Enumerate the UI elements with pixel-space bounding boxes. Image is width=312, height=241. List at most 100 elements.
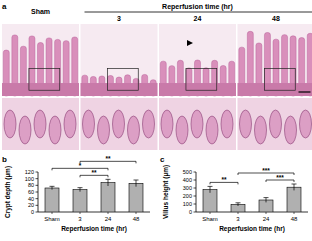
panel-label: b — [2, 155, 7, 164]
panel-label: c — [160, 155, 165, 164]
x-tick-label: 24 — [105, 216, 112, 222]
error-stem — [210, 186, 211, 192]
x-axis-title: Reperfusion time (hr) — [61, 225, 127, 233]
error-cap — [264, 197, 269, 198]
significance-label: *** — [262, 167, 270, 174]
significance: ** — [80, 169, 108, 178]
arrowhead — [187, 40, 193, 46]
error-bar — [236, 203, 241, 206]
plot-area — [203, 184, 301, 212]
crypt — [191, 110, 203, 138]
y-tick-label: 100 — [25, 176, 34, 182]
error-bar — [208, 186, 213, 192]
column-label: Sham — [31, 8, 50, 15]
error-stem — [108, 179, 109, 186]
crypt — [285, 116, 297, 144]
y-tick-label: 0 — [31, 209, 34, 215]
significance-label: ** — [105, 155, 111, 162]
bar — [73, 190, 87, 212]
micrograph — [238, 24, 312, 96]
y-tick — [36, 212, 39, 213]
x-tick — [238, 212, 239, 214]
inset-box — [29, 69, 60, 91]
crypt — [300, 110, 312, 138]
error-bar — [264, 198, 269, 203]
panel-label: a — [2, 2, 7, 11]
crypt — [255, 116, 267, 144]
column-label: 3 — [117, 15, 121, 22]
mucosa-base — [238, 83, 312, 96]
crypt — [221, 110, 233, 138]
y-tick-label: 500 — [183, 169, 192, 175]
significance-label: ** — [221, 176, 227, 183]
crypt — [113, 110, 125, 138]
y-tick — [194, 172, 197, 173]
crypt — [206, 116, 218, 144]
x-tick — [266, 212, 267, 214]
error-cap — [208, 186, 213, 187]
error-bar — [134, 180, 139, 187]
scale-bar — [299, 91, 311, 92]
error-cap — [106, 179, 111, 180]
x-axis-title: Reperfusion time (hr) — [219, 225, 285, 233]
x-tick-label: 3 — [78, 216, 82, 222]
error-stem — [294, 184, 295, 190]
micrograph-zoom — [159, 98, 236, 150]
y-tick — [36, 205, 39, 206]
error-bar — [292, 184, 297, 190]
bar — [129, 183, 143, 212]
error-bar — [106, 179, 111, 186]
y-tick-label: 200 — [183, 193, 192, 199]
crypt — [83, 110, 95, 138]
y-tick — [36, 192, 39, 193]
crypt — [128, 116, 140, 144]
y-tick — [194, 204, 197, 205]
y-axis-title: Crypt depth (µm) — [4, 166, 12, 218]
y-tick-label: 120 — [25, 169, 34, 175]
figure: a Sham 3 24 48 Reperfusion time (hr) b Crypt de… — [0, 0, 312, 241]
bar — [45, 188, 59, 212]
mucosa-base — [81, 83, 158, 96]
x-tick — [210, 212, 211, 214]
x-tick-label: 48 — [291, 216, 298, 222]
bar — [287, 187, 301, 212]
x-tick-label: Sham — [202, 216, 218, 222]
y-tick-label: 40 — [28, 196, 34, 202]
error-stem — [80, 188, 81, 192]
significance: ** — [210, 176, 238, 185]
y-tick — [194, 188, 197, 189]
crypt — [270, 110, 282, 138]
micrograph-zoom — [2, 98, 79, 150]
group-line — [85, 12, 312, 13]
error-cap — [134, 180, 139, 181]
y-tick-label: 0 — [189, 209, 192, 215]
crypt — [240, 110, 252, 138]
y-axis-title: Villus height (µm) — [162, 165, 170, 219]
significance-label: *** — [276, 174, 284, 181]
y-tick-label: 300 — [183, 185, 192, 191]
y-tick — [194, 180, 197, 181]
crypt — [98, 116, 110, 144]
plot-area — [45, 179, 143, 212]
error-stem — [136, 180, 137, 187]
y-tick — [36, 198, 39, 199]
bar — [203, 190, 217, 212]
crypt — [143, 110, 155, 138]
mucosa-base — [2, 83, 79, 96]
crypt — [176, 116, 188, 144]
inset-box — [107, 69, 138, 91]
crypt — [161, 110, 173, 138]
x-tick-label: 24 — [263, 216, 270, 222]
significance: ** — [80, 155, 136, 164]
error-cap — [50, 186, 55, 187]
significance: *** — [238, 167, 294, 176]
y-tick-label: 60 — [28, 189, 34, 195]
y-tick-label: 80 — [28, 182, 34, 188]
error-stem — [238, 203, 239, 206]
significance: *** — [266, 174, 294, 183]
micrograph — [2, 24, 79, 96]
x-tick — [80, 212, 81, 214]
y-axis — [196, 172, 197, 212]
crypt — [64, 110, 76, 138]
error-stem — [266, 198, 267, 203]
